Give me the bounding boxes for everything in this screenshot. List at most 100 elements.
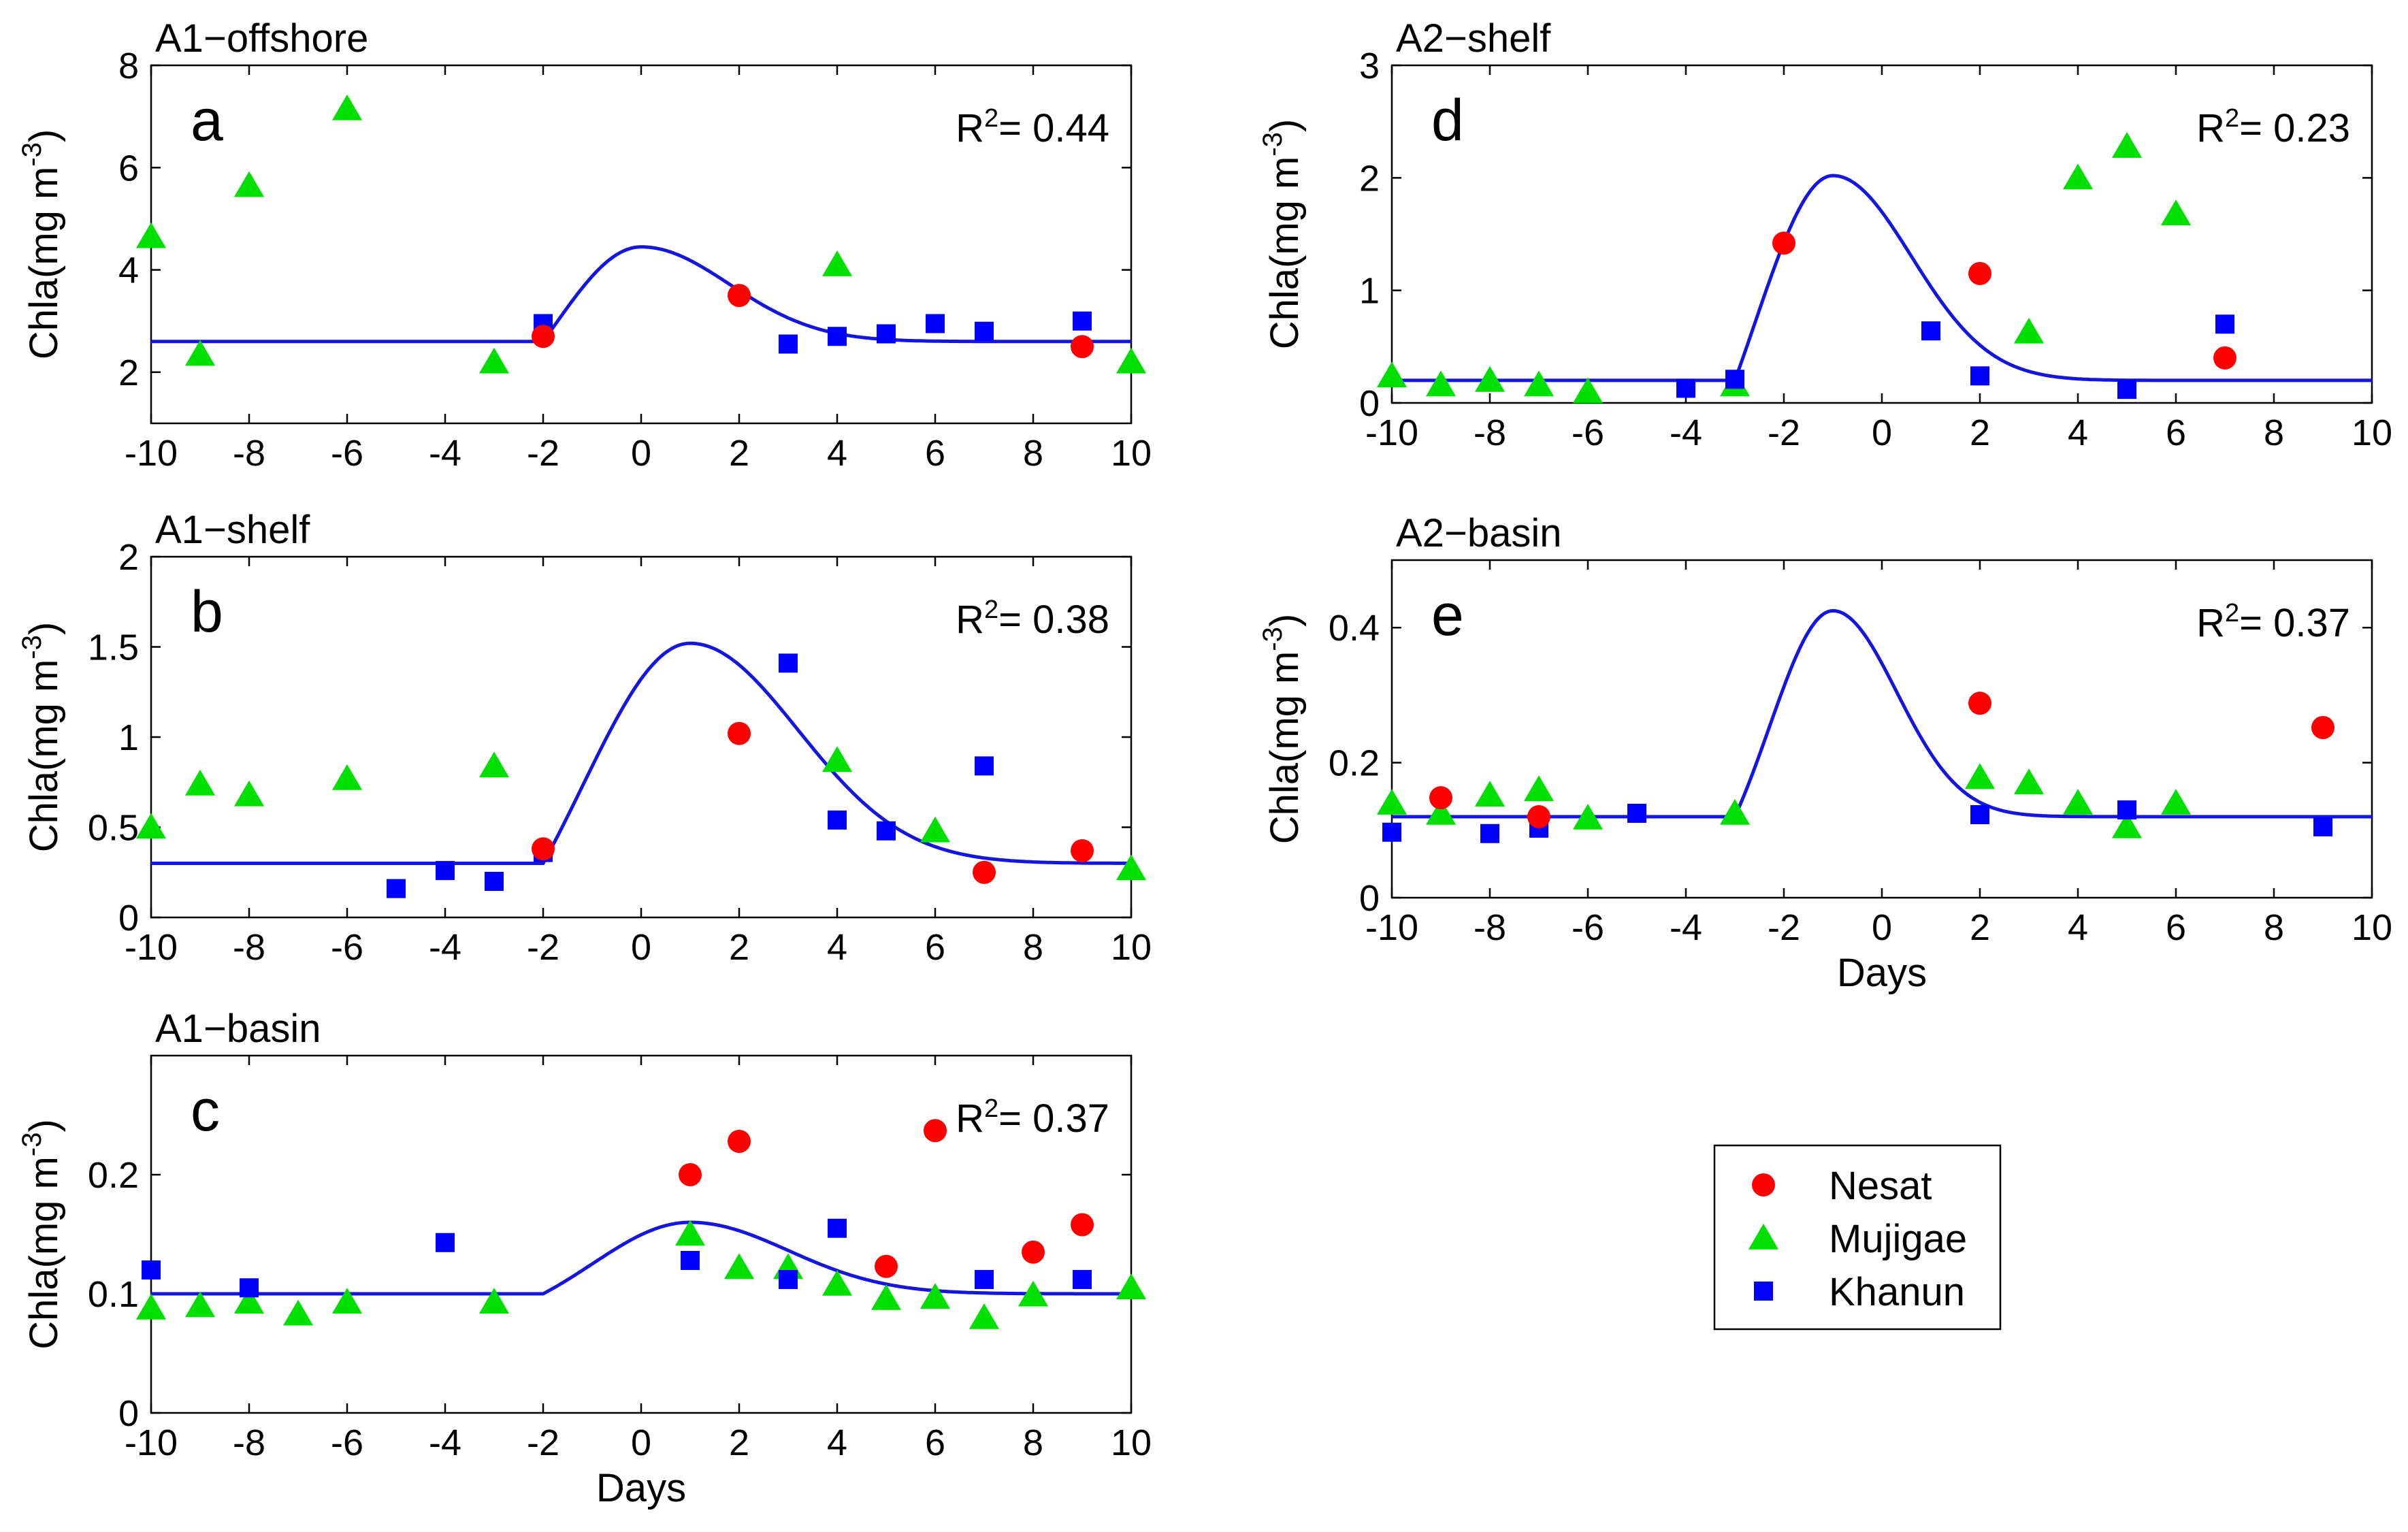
x-tick-label: -4: [1670, 412, 1702, 453]
r-squared-label: R2= 0.37: [2196, 599, 2350, 645]
x-tick-label: -10: [125, 433, 178, 474]
y-axis-label: Chla(mg m-3): [17, 129, 66, 360]
point-mujigae: [135, 813, 167, 839]
y-tick-label: 0: [118, 898, 139, 939]
panel-title: A1−offshore: [155, 16, 368, 61]
x-tick-label: 2: [729, 927, 749, 968]
x-tick-label: 4: [827, 1422, 847, 1463]
point-khanun: [2117, 800, 2136, 820]
point-mujigae: [1474, 781, 1506, 807]
point-nesat: [1022, 1240, 1045, 1264]
point-khanun: [2117, 380, 2136, 400]
x-tick-label: 4: [827, 927, 847, 968]
point-mujigae: [1572, 377, 1604, 404]
point-mujigae: [1964, 763, 1996, 789]
x-tick-label: 6: [925, 927, 945, 968]
legend-label-nesat: Nesat: [1829, 1164, 1932, 1208]
x-tick-label: 0: [1872, 412, 1892, 453]
fit-curve: [151, 245, 1131, 344]
point-mujigae: [821, 250, 853, 276]
fit-curve: [151, 1220, 1131, 1296]
point-khanun: [387, 879, 406, 898]
x-tick-label: -2: [527, 927, 559, 968]
point-nesat: [1071, 1213, 1094, 1237]
panel-letter: d: [1431, 88, 1464, 153]
x-tick-label: 10: [1111, 433, 1152, 474]
legend-label-mujigae: Mujigae: [1829, 1217, 1967, 1261]
x-tick-label: 6: [2166, 412, 2186, 453]
point-mujigae: [282, 1299, 314, 1326]
x-tick-label: -2: [527, 433, 559, 474]
point-khanun: [975, 1270, 994, 1289]
x-tick-label: 2: [729, 1422, 749, 1463]
point-mujigae: [135, 222, 167, 248]
point-mujigae: [331, 764, 363, 790]
x-tick-label: 10: [1111, 1422, 1152, 1463]
r-squared-label: R2= 0.38: [956, 596, 1109, 642]
legend-marker-khanun: [1754, 1282, 1773, 1301]
x-tick-label: 0: [631, 1422, 651, 1463]
fit-curve: [1392, 174, 2372, 382]
point-khanun: [779, 653, 798, 673]
point-mujigae: [1523, 370, 1555, 397]
point-nesat: [1429, 786, 1452, 810]
x-tick-label: -4: [429, 433, 461, 474]
point-mujigae: [478, 1288, 510, 1314]
y-tick-label: 2: [118, 353, 139, 393]
point-khanun: [240, 1278, 259, 1298]
point-mujigae: [478, 751, 510, 778]
point-khanun: [975, 321, 994, 341]
y-tick-label: 8: [118, 46, 139, 86]
y-axis-label: Chla(mg m-3): [17, 1119, 66, 1350]
point-mujigae: [2013, 768, 2045, 795]
x-tick-label: -8: [233, 1422, 265, 1463]
point-mujigae: [1572, 803, 1604, 830]
point-khanun: [877, 324, 896, 344]
point-mujigae: [723, 1253, 755, 1280]
y-tick-label: 0.1: [88, 1274, 139, 1315]
point-nesat: [1071, 838, 1094, 862]
panel-title: A1−basin: [155, 1007, 321, 1051]
point-nesat: [875, 1254, 898, 1278]
point-nesat: [2311, 716, 2334, 740]
y-tick-label: 2: [118, 537, 139, 578]
x-tick-label: -6: [331, 1422, 363, 1463]
x-tick-label: -10: [1365, 907, 1418, 948]
point-mujigae: [1719, 799, 1751, 825]
point-khanun: [877, 821, 896, 841]
x-axis-label: Days: [1837, 951, 1927, 995]
point-mujigae: [135, 1294, 167, 1320]
point-nesat: [1071, 335, 1094, 359]
x-tick-label: -2: [1768, 412, 1800, 453]
y-tick-label: 2: [1359, 158, 1380, 199]
point-mujigae: [184, 1291, 216, 1318]
x-tick-label: 2: [1970, 907, 1990, 948]
x-tick-label: -2: [1768, 907, 1800, 948]
point-mujigae: [674, 1220, 706, 1246]
fit-curve: [1392, 608, 2372, 819]
y-tick-label: 3: [1359, 46, 1380, 86]
x-tick-label: 2: [729, 433, 749, 474]
point-mujigae: [2160, 199, 2192, 226]
x-tick-label: 10: [2352, 907, 2392, 948]
point-mujigae: [1425, 799, 1457, 825]
y-tick-label: 0.4: [1329, 608, 1380, 649]
x-tick-label: -10: [125, 1422, 178, 1463]
y-axis-label: Chla(mg m-3): [1258, 614, 1307, 845]
x-tick-label: 6: [2166, 907, 2186, 948]
point-nesat: [1968, 261, 1991, 285]
point-khanun: [926, 314, 945, 333]
point-khanun: [436, 861, 455, 881]
x-tick-label: 10: [1111, 927, 1152, 968]
panel-e: -10 -8 -6 -4 -2 0 2 4 6 8 10 0 0.2 0.4 A2−basin e R2= 0.…: [1258, 511, 2392, 995]
y-tick-label: 1.5: [88, 628, 139, 668]
x-tick-label: 0: [631, 433, 651, 474]
x-tick-label: -6: [331, 927, 363, 968]
point-nesat: [679, 1163, 702, 1186]
point-khanun: [1725, 370, 1744, 389]
point-khanun: [1073, 1270, 1092, 1289]
point-mujigae: [1376, 361, 1408, 388]
panel-title: A2−shelf: [1396, 16, 1551, 61]
point-nesat: [728, 1130, 751, 1153]
